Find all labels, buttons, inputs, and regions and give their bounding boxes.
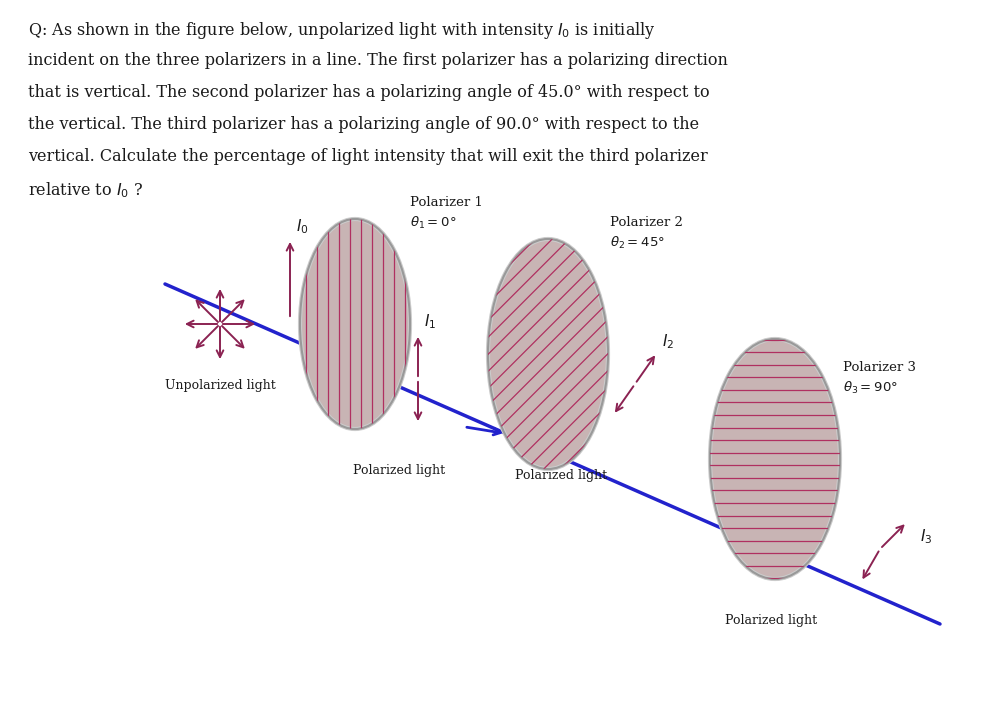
Text: Q: As shown in the figure below, unpolarized light with intensity $I_0$ is initi: Q: As shown in the figure below, unpolar… <box>28 20 656 41</box>
Text: $\theta_2 = 45°$: $\theta_2 = 45°$ <box>610 235 665 251</box>
Text: that is vertical. The second polarizer has a polarizing angle of 45.0° with resp: that is vertical. The second polarizer h… <box>28 84 710 101</box>
Ellipse shape <box>488 239 608 469</box>
Text: $\theta_1 = 0°$: $\theta_1 = 0°$ <box>410 215 457 231</box>
Text: Polarized light: Polarized light <box>353 464 445 477</box>
Text: $I_1$: $I_1$ <box>424 312 436 331</box>
Text: relative to $I_0$ ?: relative to $I_0$ ? <box>28 180 143 200</box>
Text: vertical. Calculate the percentage of light intensity that will exit the third p: vertical. Calculate the percentage of li… <box>28 148 708 165</box>
Text: Polarizer 3: Polarizer 3 <box>843 361 916 374</box>
Text: $\theta_3 = 90°$: $\theta_3 = 90°$ <box>843 380 898 396</box>
Text: Polarizer 2: Polarizer 2 <box>610 216 682 229</box>
Ellipse shape <box>710 339 840 579</box>
Text: Polarized light: Polarized light <box>515 469 607 482</box>
Text: Polarizer 1: Polarizer 1 <box>410 196 483 209</box>
Text: the vertical. The third polarizer has a polarizing angle of 90.0° with respect t: the vertical. The third polarizer has a … <box>28 116 699 133</box>
Text: $I_0$: $I_0$ <box>296 217 309 236</box>
Text: Polarized light: Polarized light <box>725 614 817 627</box>
Text: incident on the three polarizers in a line. The first polarizer has a polarizing: incident on the three polarizers in a li… <box>28 52 728 69</box>
Text: $I_2$: $I_2$ <box>662 332 674 351</box>
Text: Unpolarized light: Unpolarized light <box>165 379 276 392</box>
Ellipse shape <box>300 219 410 429</box>
Text: $I_3$: $I_3$ <box>920 528 933 546</box>
